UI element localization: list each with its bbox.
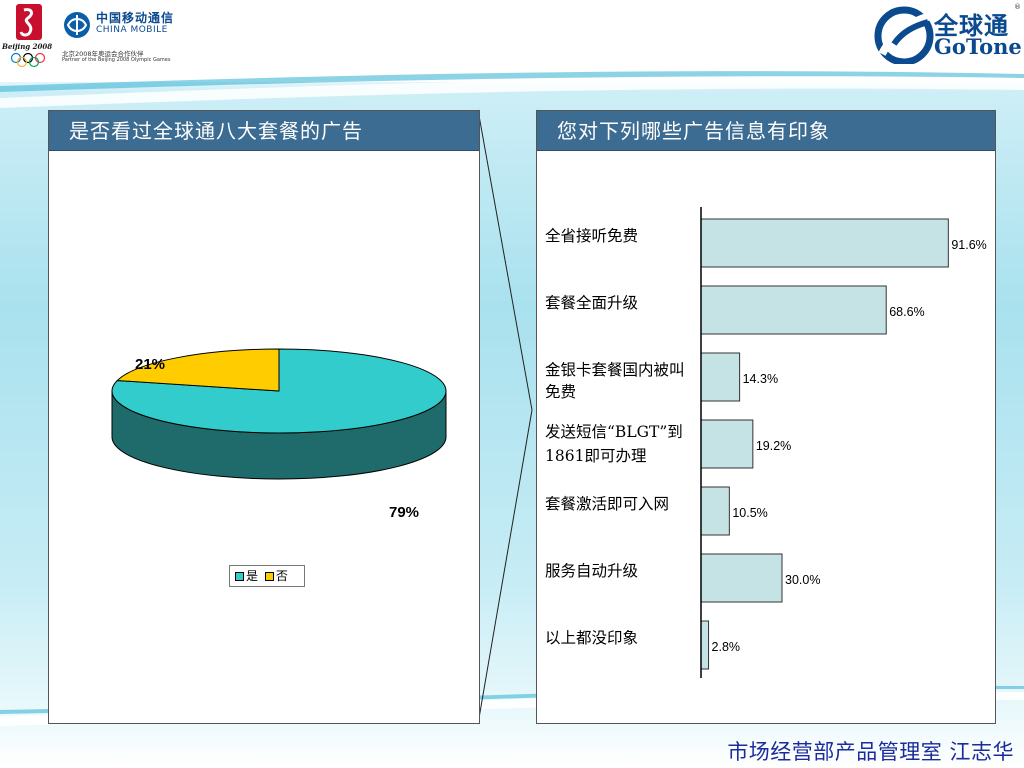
pie-chart-panel: 21% 79% 是否看过全球通八大套餐的广告 是 否 (48, 110, 480, 724)
legend-swatch-yes (235, 572, 244, 581)
pie-label-no: 21% (135, 356, 165, 373)
pie-label-yes: 79% (389, 504, 419, 521)
pie-chart: 21% 79% (111, 348, 447, 521)
header-swoosh (0, 71, 1024, 108)
bar-category-label-1: 套餐全面升级 (545, 294, 639, 312)
bar-value-label-3: 19.2% (756, 439, 791, 453)
legend-label-no: 否 (275, 569, 288, 583)
bar-chart-title: 您对下列哪些广告信息有印象 (537, 111, 995, 151)
bar-category-label-6: 以上都没印象 (545, 629, 639, 647)
bar-6 (700, 620, 710, 670)
pie-chart-title: 是否看过全球通八大套餐的广告 (49, 111, 479, 151)
olympic-rings-icon (10, 52, 46, 68)
china-mobile-name: 中国移动通信 (96, 11, 175, 25)
bar-category-label-3: 发送短信“BLGT”到1861即可办理 (545, 423, 683, 465)
china-mobile-logo-icon (64, 12, 90, 38)
bar-value-label-4: 10.5% (732, 506, 767, 520)
olympic-logo-text: Beijing 2008 (2, 42, 53, 51)
footer-author: 市场经营部产品管理室 江志华 (727, 740, 1014, 764)
bar-category-label-0: 全省接听免费 (545, 227, 639, 245)
gotone-brand-cn: 全球通 (934, 12, 1009, 40)
gotone-logo-icon (874, 6, 934, 64)
bar-value-label-1: 68.6% (889, 305, 924, 319)
bar-category-label-4: 套餐激活即可入网 (545, 495, 670, 513)
bar-value-label-2: 14.3% (743, 372, 778, 386)
pie-slice-yes (111, 348, 447, 434)
pie-slice-no (116, 348, 280, 392)
bar-category-label-5: 服务自动升级 (545, 562, 639, 580)
bar-1 (700, 285, 887, 335)
bar-2 (700, 352, 741, 402)
gotone-brand-en: GoTone (934, 34, 1022, 59)
bar-chart: 91.6% 68.6% 14.3% 19.2% 10.5% 30.0% 2.8% (700, 207, 987, 678)
bar-category-label-2: 金银卡套餐国内被叫免费 (545, 361, 685, 401)
bar-value-label-6: 2.8% (712, 640, 741, 654)
olympic-partner-text: 北京2008年奥运会合作伙伴 (62, 50, 144, 58)
header-band (0, 0, 1024, 82)
olympic-partner-text-en: Partner of the Beijing 2008 Olympic Game… (62, 57, 171, 63)
bar-5 (700, 553, 783, 603)
bar-4 (700, 486, 730, 536)
legend-swatch-no (264, 572, 274, 581)
legend-label-yes: 是 (246, 569, 259, 583)
bar-chart-panel: 91.6% 68.6% 14.3% 19.2% 10.5% 30.0% 2.8% 您对下列哪… (536, 110, 996, 724)
bar-0 (700, 218, 949, 268)
bar-value-label-5: 30.0% (785, 573, 820, 587)
china-mobile-name-en: CHINA MOBILE (96, 25, 168, 35)
registered-mark: ® (1014, 3, 1021, 11)
pie-legend: 是 否 (229, 565, 305, 587)
bar-value-label-0: 91.6% (951, 238, 986, 252)
beijing-olympic-emblem-icon (16, 4, 42, 40)
bar-3 (700, 419, 754, 469)
